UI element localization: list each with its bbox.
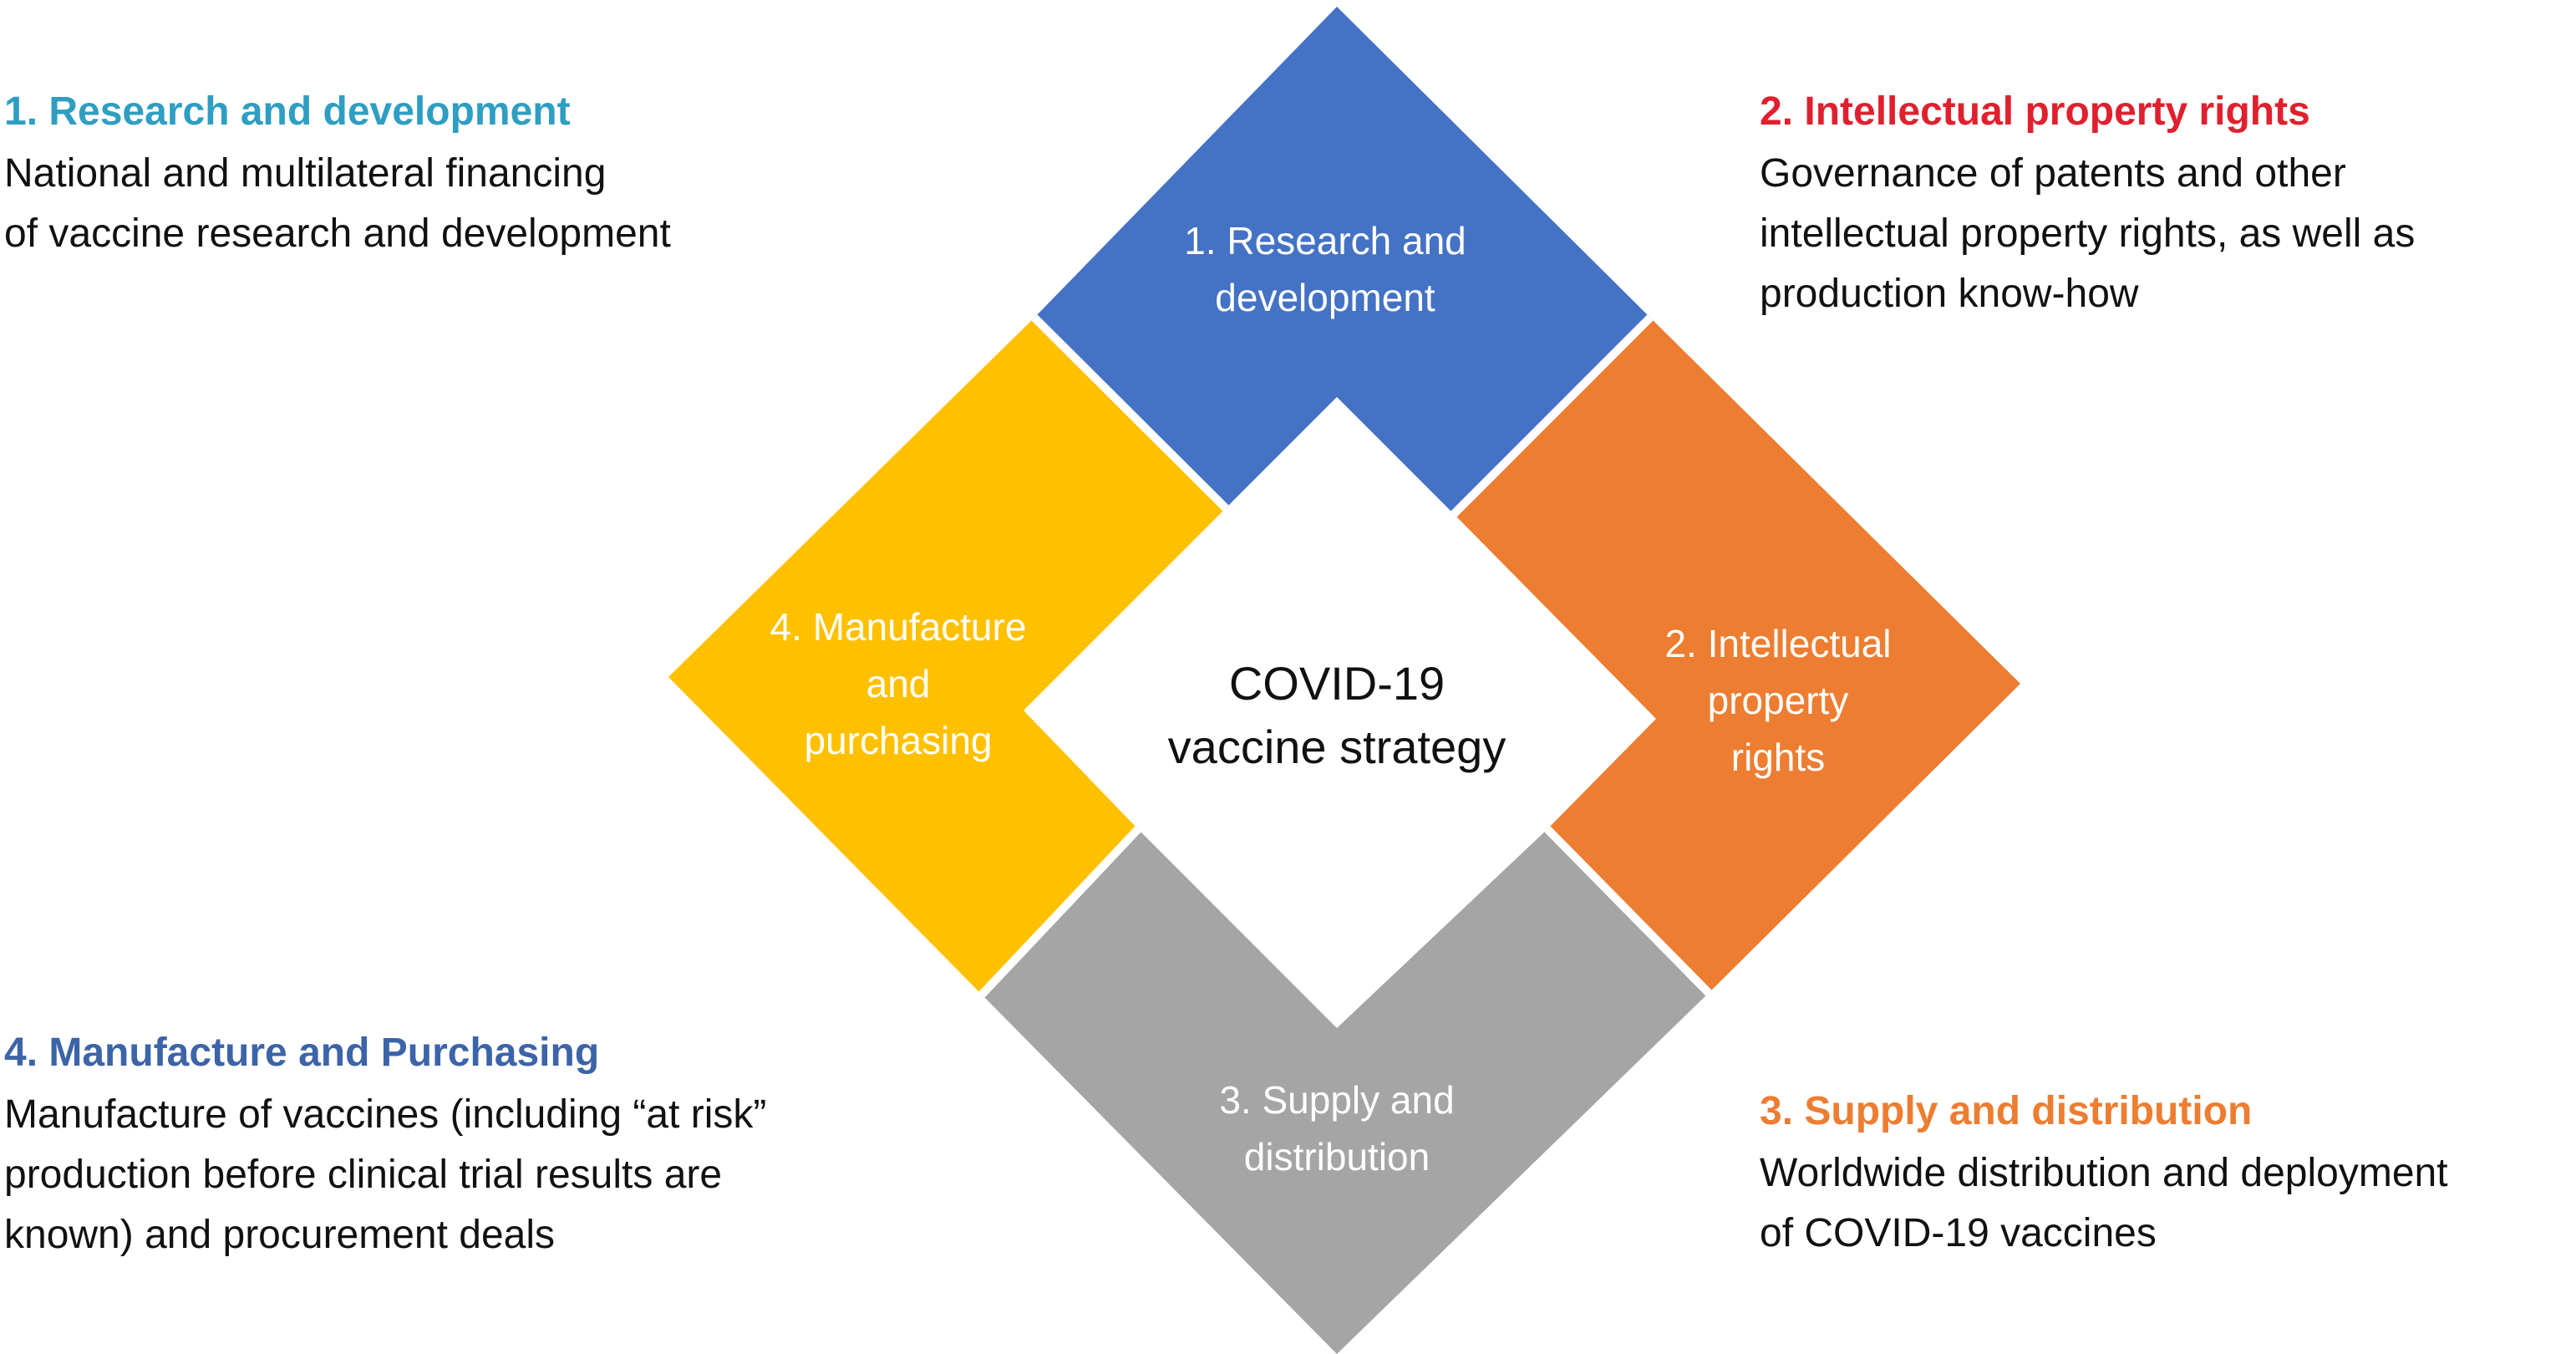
segment-ip bbox=[1454, 318, 2020, 993]
description-ip: 2. Intellectual property rights Governan… bbox=[1760, 85, 2576, 324]
description-ip-body: Governance of patents and other intellec… bbox=[1760, 151, 2416, 316]
segment-dividers bbox=[978, 314, 1712, 998]
description-manufacture-body: Manufacture of vaccines (including “at r… bbox=[4, 1092, 767, 1257]
description-supply: 3. Supply and distribution Worldwide dis… bbox=[1760, 1085, 2576, 1264]
segment-research-label: 1. Research and development bbox=[1184, 219, 1466, 319]
description-research-title: 1. Research and development bbox=[4, 89, 571, 134]
segment-supply-label: 3. Supply and distribution bbox=[1219, 1078, 1455, 1178]
segment-manufacture bbox=[668, 318, 1226, 995]
description-ip-title: 2. Intellectual property rights bbox=[1760, 89, 2310, 134]
description-research: 1. Research and development National and… bbox=[4, 85, 923, 264]
segment-manufacture-label: 4. Manufacture and purchasing bbox=[770, 605, 1027, 762]
segment-research bbox=[1034, 7, 1650, 514]
segment-supply bbox=[982, 829, 1709, 1354]
center-label: COVID-19 vaccine strategy bbox=[1167, 657, 1506, 773]
description-research-body: National and multilateral financing of v… bbox=[4, 151, 671, 256]
description-manufacture: 4. Manufacture and Purchasing Manufactur… bbox=[4, 1026, 923, 1265]
description-manufacture-title: 4. Manufacture and Purchasing bbox=[4, 1031, 600, 1075]
description-supply-title: 3. Supply and distribution bbox=[1760, 1089, 2253, 1133]
segment-ip-label: 2. Intellectual property rights bbox=[1664, 622, 1892, 779]
description-supply-body: Worldwide distribution and deployment of… bbox=[1760, 1151, 2448, 1255]
